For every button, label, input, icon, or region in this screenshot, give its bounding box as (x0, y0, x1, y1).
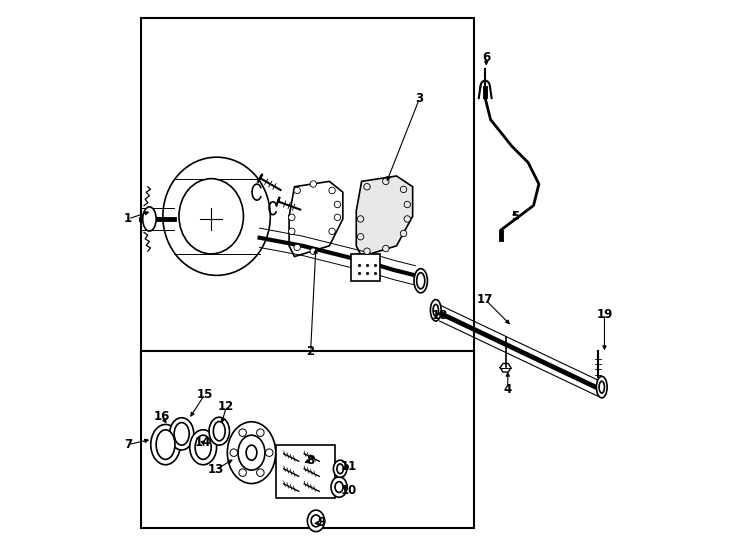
Circle shape (294, 244, 300, 251)
Circle shape (357, 233, 364, 240)
Circle shape (310, 248, 316, 254)
Ellipse shape (246, 445, 257, 460)
Text: 4: 4 (504, 383, 512, 396)
Bar (276, 444, 335, 498)
Ellipse shape (163, 157, 270, 275)
Text: 16: 16 (153, 410, 170, 423)
Circle shape (364, 184, 370, 190)
Circle shape (404, 201, 410, 208)
Polygon shape (356, 176, 413, 256)
Circle shape (364, 248, 370, 254)
Text: 10: 10 (341, 484, 357, 497)
Ellipse shape (238, 435, 265, 470)
Ellipse shape (179, 179, 244, 254)
Circle shape (257, 469, 264, 476)
Bar (142, 350, 474, 528)
Ellipse shape (195, 435, 211, 460)
Circle shape (400, 230, 407, 237)
Ellipse shape (209, 417, 230, 445)
Circle shape (288, 228, 295, 234)
Ellipse shape (337, 464, 344, 474)
Ellipse shape (430, 300, 441, 321)
Ellipse shape (417, 273, 425, 289)
Ellipse shape (189, 430, 217, 465)
Text: 13: 13 (208, 463, 224, 476)
Circle shape (382, 178, 389, 185)
Circle shape (357, 216, 364, 222)
Circle shape (334, 214, 341, 220)
Circle shape (294, 187, 300, 194)
Text: 14: 14 (195, 436, 211, 449)
Bar (142, 17, 474, 377)
Text: 5: 5 (511, 210, 519, 223)
Circle shape (329, 187, 335, 194)
Text: 18: 18 (432, 309, 448, 322)
Ellipse shape (174, 423, 189, 445)
Circle shape (310, 181, 316, 187)
Text: 19: 19 (596, 308, 613, 321)
Ellipse shape (156, 430, 175, 460)
Circle shape (382, 245, 389, 252)
Circle shape (288, 214, 295, 220)
Circle shape (404, 216, 410, 222)
Ellipse shape (433, 305, 438, 316)
Ellipse shape (170, 418, 194, 450)
Circle shape (334, 201, 341, 208)
Ellipse shape (142, 207, 156, 231)
Ellipse shape (414, 269, 427, 293)
Text: 11: 11 (341, 460, 357, 472)
Circle shape (266, 449, 273, 456)
Text: 3: 3 (415, 92, 424, 105)
Ellipse shape (228, 422, 276, 483)
Circle shape (257, 429, 264, 436)
Text: 9: 9 (317, 516, 325, 529)
Bar (351, 254, 380, 281)
Ellipse shape (597, 376, 607, 398)
Circle shape (400, 186, 407, 193)
Ellipse shape (599, 381, 605, 393)
Circle shape (329, 228, 335, 234)
Text: 17: 17 (477, 293, 493, 306)
Ellipse shape (335, 482, 343, 492)
Text: 6: 6 (482, 51, 490, 64)
Text: 15: 15 (197, 388, 213, 401)
Ellipse shape (311, 515, 321, 527)
Ellipse shape (333, 460, 347, 477)
Ellipse shape (150, 424, 181, 465)
Ellipse shape (308, 510, 324, 531)
Text: 12: 12 (218, 401, 234, 414)
Text: 7: 7 (124, 438, 132, 451)
Ellipse shape (214, 422, 225, 441)
Ellipse shape (331, 477, 347, 497)
Circle shape (239, 469, 247, 476)
Circle shape (239, 429, 247, 436)
Text: 1: 1 (124, 212, 132, 226)
Text: 2: 2 (307, 345, 315, 358)
Circle shape (230, 449, 238, 456)
Text: 8: 8 (306, 454, 314, 467)
